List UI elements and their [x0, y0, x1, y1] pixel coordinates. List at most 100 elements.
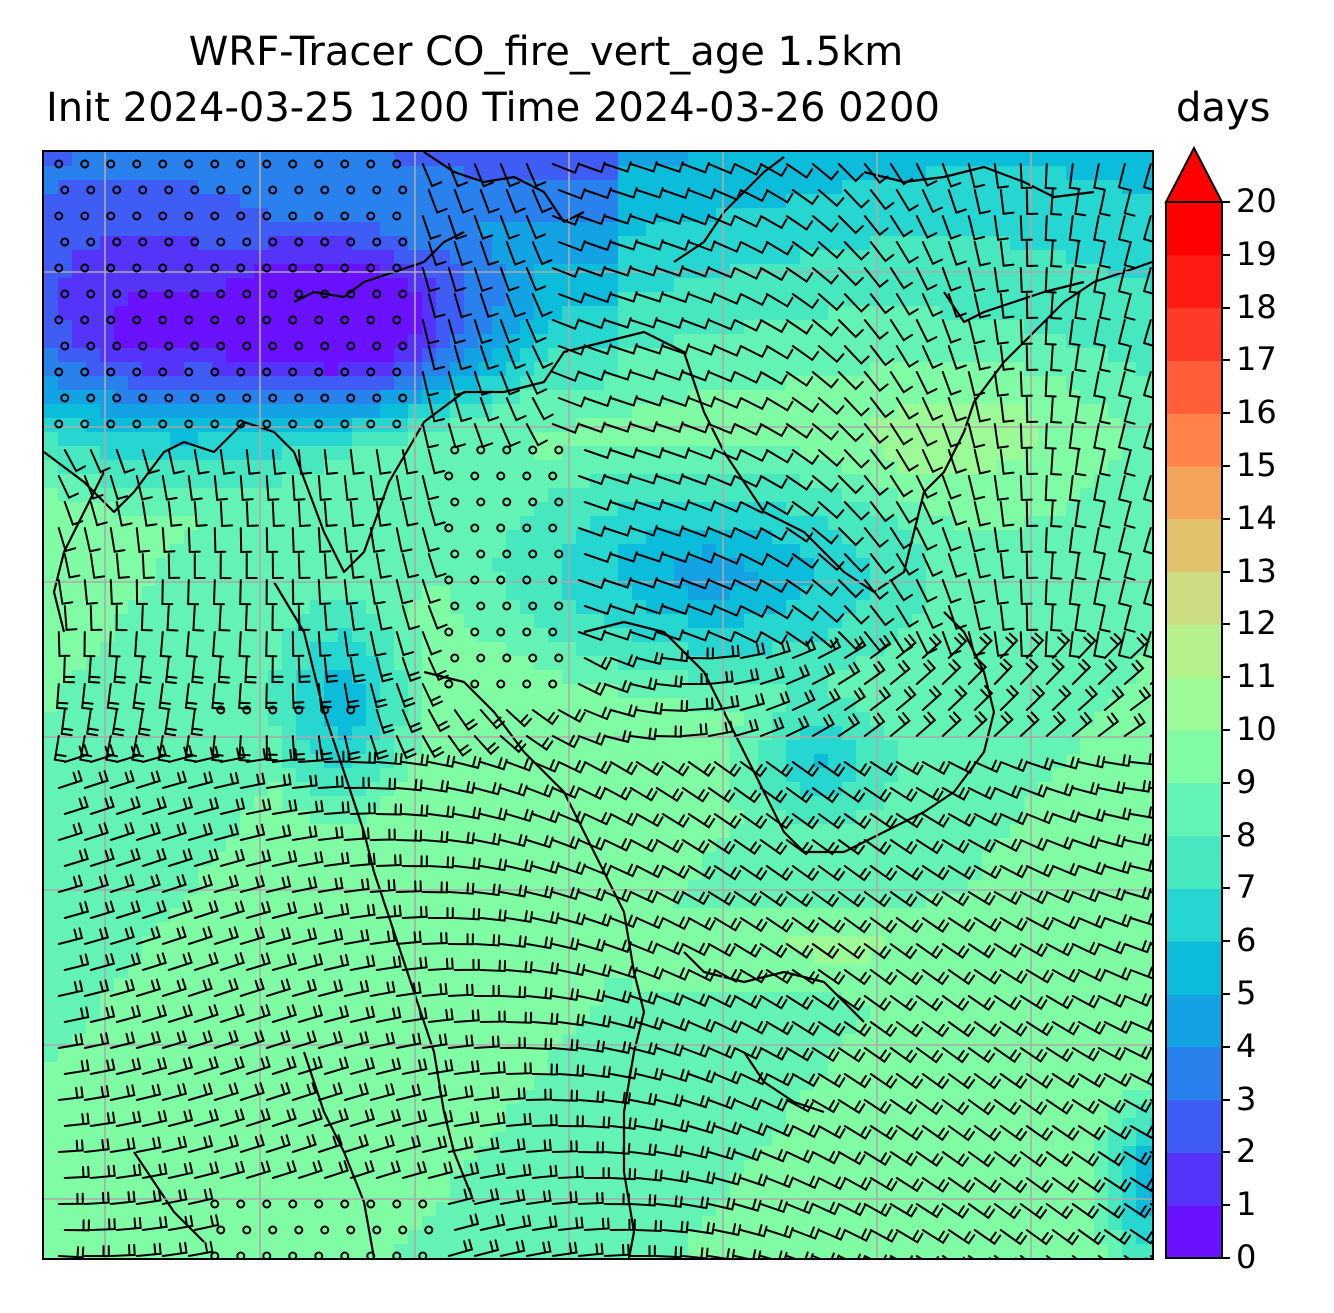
wind-barb — [583, 706, 612, 721]
wind-barb — [765, 553, 794, 568]
wind-barb — [583, 913, 612, 927]
wind-barb — [583, 964, 612, 978]
wind-barb — [869, 1073, 898, 1089]
wind-barb — [167, 900, 193, 919]
wind-barb — [817, 1227, 846, 1241]
wind-barb — [681, 317, 710, 330]
wind-barb — [603, 889, 632, 903]
wind-barb — [921, 1021, 950, 1038]
wind-barb — [791, 1175, 820, 1190]
wind-barb — [211, 683, 224, 710]
wind-barb — [1074, 501, 1087, 529]
wind-barb — [967, 1099, 996, 1116]
wind-barb — [817, 1176, 846, 1191]
wind-barb — [218, 605, 231, 632]
wind-barb — [791, 553, 820, 570]
wind-barb — [1051, 1021, 1080, 1036]
wind-barb — [63, 953, 90, 971]
wind-barb — [1117, 371, 1130, 399]
wind-barb — [681, 993, 710, 1008]
wind-barb — [525, 163, 547, 188]
calm-wind-circle — [450, 653, 460, 663]
colorbar-tick-label: 9 — [1236, 762, 1257, 801]
calm-wind-circle — [476, 445, 486, 455]
wind-barb — [661, 291, 690, 304]
wind-barb — [317, 631, 332, 657]
calm-wind-circle — [522, 471, 532, 481]
wind-barb — [473, 371, 493, 397]
wind-barb — [655, 787, 684, 803]
wind-barb — [629, 940, 658, 955]
wind-barb — [219, 1056, 245, 1075]
calm-wind-circle — [392, 367, 402, 377]
wind-barb — [713, 917, 742, 932]
wind-barb — [187, 527, 201, 554]
wind-barb — [915, 423, 938, 447]
wind-barb — [479, 959, 507, 973]
wind-barb — [869, 634, 892, 659]
wind-barb — [863, 527, 889, 549]
wind-barb — [889, 319, 914, 342]
wind-barb — [57, 927, 84, 945]
wind-barb — [1117, 423, 1130, 451]
wind-barb — [525, 1088, 552, 1101]
calm-wind-circle — [366, 315, 376, 325]
wind-barb — [655, 1144, 684, 1158]
calm-wind-circle — [60, 393, 70, 403]
wind-barb — [291, 825, 318, 841]
wind-barb — [167, 796, 194, 815]
calm-wind-circle — [216, 289, 226, 299]
wind-barb — [759, 1199, 788, 1214]
wind-barb — [401, 1109, 428, 1127]
calm-wind-circle — [444, 679, 454, 689]
wind-barb — [661, 551, 690, 564]
wind-barb — [213, 1134, 240, 1153]
wind-barb — [999, 605, 1015, 631]
wind-barb — [811, 1252, 840, 1258]
wind-barb — [661, 699, 689, 713]
wind-barb — [817, 241, 845, 260]
wind-barb — [1025, 632, 1045, 659]
calm-wind-circle — [392, 1251, 402, 1258]
colorbar-tick-label: 14 — [1236, 498, 1277, 537]
wind-barb — [349, 802, 376, 815]
wind-barb — [265, 927, 292, 945]
calm-wind-circle — [112, 341, 122, 351]
wind-barb — [1129, 1019, 1152, 1033]
wind-barb — [427, 805, 455, 819]
wind-barb — [317, 579, 332, 606]
wind-barb — [193, 553, 206, 579]
calm-wind-circle — [184, 367, 194, 377]
calm-wind-circle — [288, 315, 298, 325]
wind-barb — [687, 697, 714, 711]
wind-barb — [791, 969, 820, 985]
calm-wind-circle — [112, 237, 122, 247]
wind-barb — [837, 713, 861, 737]
wind-barb — [375, 803, 402, 816]
wind-barb — [551, 937, 580, 951]
wind-barb — [473, 267, 493, 293]
wind-barb — [603, 679, 632, 694]
wind-barb — [993, 371, 1009, 397]
wind-barb — [1123, 189, 1136, 217]
wind-barb — [993, 579, 1009, 605]
wind-barb — [271, 605, 284, 632]
wind-barb — [453, 241, 473, 267]
wind-barb — [863, 579, 889, 601]
wind-barb — [765, 501, 794, 516]
wind-barb — [895, 397, 919, 420]
wind-barb — [57, 822, 83, 841]
wind-barb — [83, 1085, 110, 1101]
wind-barb — [245, 1160, 271, 1179]
wind-barb — [895, 634, 917, 659]
wind-barb — [661, 967, 690, 981]
wind-barb — [577, 732, 606, 746]
wind-barb — [1123, 940, 1152, 954]
wind-barb — [187, 1187, 214, 1205]
colorbar-band — [1166, 571, 1222, 625]
wind-barb — [421, 1033, 448, 1049]
wind-barb — [993, 943, 1022, 958]
wind-barb — [759, 371, 788, 386]
wind-barb — [603, 161, 632, 173]
wind-barb — [785, 715, 810, 737]
